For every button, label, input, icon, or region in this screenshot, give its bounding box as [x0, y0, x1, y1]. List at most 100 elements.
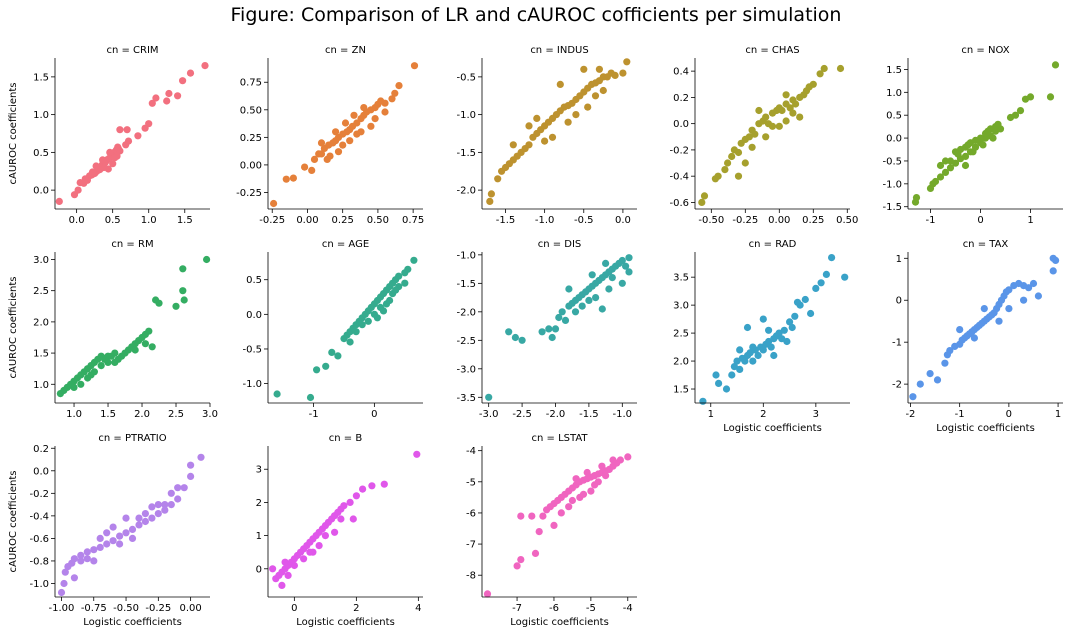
data-point: [976, 134, 985, 142]
data-point: [618, 279, 626, 287]
panel-title: cn = B: [329, 433, 363, 444]
data-point: [1025, 284, 1033, 292]
data-point: [770, 351, 778, 360]
y-tick-label: 0: [896, 296, 902, 307]
data-point: [588, 271, 596, 279]
y-tick-label: -1.5: [882, 202, 902, 213]
panel-5: cn = NOX -1 0 1 -1.5 -1.0 -0.5 0.0 0.5 1.0 1.5: [882, 45, 1063, 226]
data-point: [109, 523, 117, 531]
data-point: [1049, 267, 1057, 275]
data-point: [111, 154, 119, 162]
data-point: [734, 172, 743, 180]
data-point: [122, 529, 130, 537]
data-point: [762, 133, 770, 141]
data-point: [174, 495, 182, 503]
data-point: [123, 126, 131, 134]
data-point: [715, 379, 723, 387]
data-point: [624, 453, 632, 461]
data-point: [954, 150, 962, 158]
data-point: [77, 551, 85, 559]
data-point: [994, 120, 1002, 128]
data-point: [349, 515, 357, 523]
data-point: [778, 106, 786, 115]
data-point: [353, 130, 361, 138]
data-point: [809, 80, 817, 88]
data-point: [622, 262, 630, 270]
data-point: [749, 357, 757, 365]
data-point: [386, 296, 394, 305]
data-point: [513, 562, 521, 570]
x-tick-label: -0.25: [259, 215, 285, 226]
x-tick-label: 0.00: [768, 215, 790, 226]
y-tick-label: -4: [466, 446, 476, 457]
data-point: [70, 574, 78, 582]
panel-title: cn = LSTAT: [532, 433, 589, 444]
y-tick-label: 1: [256, 531, 262, 542]
data-point: [1046, 93, 1055, 101]
data-point: [816, 70, 824, 78]
data-point: [551, 325, 560, 333]
data-point: [505, 328, 513, 336]
data-point: [989, 134, 997, 142]
data-point: [733, 357, 741, 365]
data-point: [145, 120, 153, 128]
y-tick-label: 0.0: [886, 134, 902, 145]
data-point: [197, 453, 205, 461]
data-point: [289, 174, 297, 182]
data-point: [96, 543, 104, 552]
data-point: [74, 186, 82, 194]
data-point: [103, 529, 111, 537]
y-tick-label: 3.5: [673, 273, 689, 284]
data-point: [517, 512, 525, 520]
data-point: [933, 376, 942, 384]
data-point: [341, 119, 350, 127]
data-point: [721, 166, 729, 174]
data-point: [550, 521, 558, 530]
data-point: [148, 343, 156, 351]
data-point: [759, 315, 767, 323]
data-point: [525, 141, 533, 149]
data-point: [782, 91, 790, 99]
data-point: [565, 503, 573, 511]
x-tick-label: -0.50: [113, 603, 139, 614]
data-point: [611, 71, 619, 79]
data-point: [148, 99, 156, 107]
data-point: [961, 161, 970, 170]
data-point: [103, 540, 111, 548]
data-point: [379, 307, 388, 315]
data-point: [179, 265, 187, 273]
data-point: [736, 365, 744, 373]
data-point: [278, 581, 286, 590]
x-tick-label: -0.25: [732, 215, 758, 226]
panel-title: cn = TAX: [963, 239, 1009, 250]
data-point: [145, 327, 153, 335]
data-point: [187, 461, 195, 469]
data-point: [373, 314, 381, 322]
x-tick-label: 0.0: [69, 215, 85, 226]
data-point: [517, 556, 525, 564]
x-tick-label: 2.0: [134, 409, 150, 420]
data-point: [817, 279, 825, 287]
data-point: [174, 92, 182, 100]
data-point: [592, 294, 600, 302]
x-tick-label: 3.0: [202, 409, 218, 420]
data-point: [269, 565, 277, 573]
data-point: [585, 296, 593, 304]
x-tick-label: -0.75: [81, 603, 107, 614]
x-tick-label: 0.75: [402, 215, 424, 226]
data-point: [511, 333, 519, 342]
x-tick-label: -4: [623, 603, 633, 614]
data-point: [331, 528, 339, 536]
x-tick-label: 0.00: [179, 603, 201, 614]
data-point: [109, 160, 117, 168]
data-point: [775, 122, 783, 130]
data-point: [70, 555, 78, 563]
data-point: [979, 141, 987, 149]
data-point: [70, 383, 78, 391]
data-point: [135, 521, 143, 529]
data-point: [487, 190, 495, 198]
data-point: [281, 558, 289, 566]
data-point: [598, 462, 606, 470]
data-point: [734, 148, 743, 157]
data-point: [995, 317, 1003, 325]
